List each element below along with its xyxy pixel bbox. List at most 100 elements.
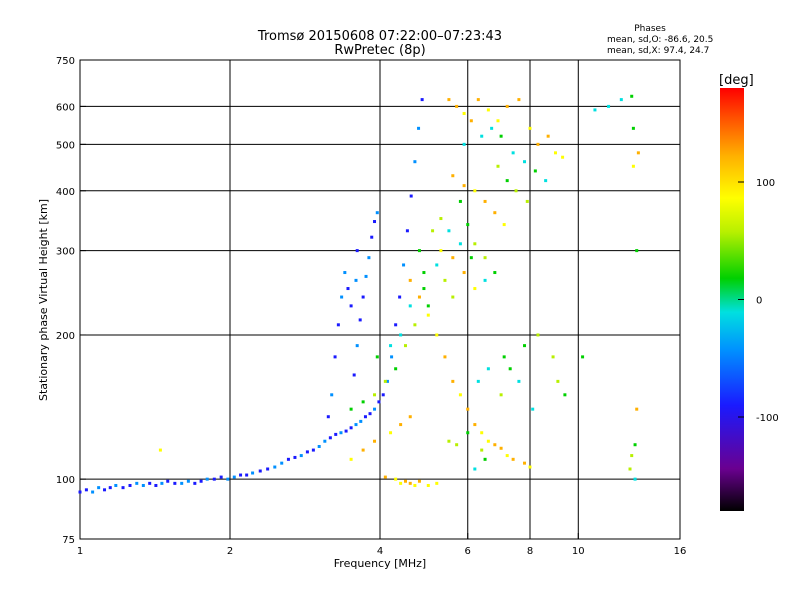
trace-point — [193, 481, 197, 485]
scatter-point — [447, 439, 451, 443]
scatter-point — [493, 443, 497, 447]
trace-point — [280, 461, 284, 465]
scatter-point — [493, 271, 497, 275]
scatter-point — [426, 304, 430, 308]
scatter-point — [361, 400, 365, 404]
trace-point — [339, 431, 343, 435]
scatter-point — [462, 184, 466, 188]
trace-point — [336, 323, 340, 327]
scatter-point — [483, 256, 487, 260]
scatter-point — [435, 333, 439, 337]
trace-point — [226, 477, 230, 481]
colorbar-tick-label: -100 — [756, 413, 779, 424]
scatter-point — [413, 323, 417, 327]
scatter-point — [581, 355, 585, 359]
scatter-point — [633, 443, 637, 447]
colorbar-label: [deg] — [719, 73, 754, 88]
trace-point — [232, 475, 236, 479]
scatter-point — [389, 344, 393, 348]
colorbar-tick-label: 100 — [756, 178, 775, 189]
trace-point — [128, 483, 132, 487]
trace-point — [358, 318, 362, 322]
x-tick-label: 6 — [465, 546, 471, 557]
scatter-point — [451, 174, 455, 178]
trace-point — [373, 220, 377, 224]
scatter-point — [480, 134, 484, 138]
scatter-point — [635, 407, 639, 411]
trace-point — [141, 483, 145, 487]
scatter-point — [466, 431, 470, 435]
trace-point — [103, 488, 107, 492]
trace-point — [377, 400, 381, 404]
trace-point — [361, 295, 365, 299]
x-axis-ticks: 1 2 4 6 8 10 16 — [77, 533, 686, 557]
scatter-point — [523, 160, 527, 164]
scatter-point — [483, 457, 487, 461]
y-tick-label: 400 — [56, 187, 75, 198]
trace-point — [370, 235, 374, 239]
scatter-point — [517, 98, 521, 102]
scatter-point — [451, 256, 455, 260]
trace-point — [108, 486, 112, 490]
trace-point — [364, 274, 368, 278]
scatter-point — [533, 169, 537, 173]
scatter-point — [514, 189, 518, 193]
y-tick-label: 750 — [56, 56, 75, 67]
trace-point — [326, 415, 330, 419]
scatter-point — [563, 393, 567, 397]
scatter-point — [413, 483, 417, 487]
scatter-point — [511, 151, 515, 155]
scatter-point — [451, 379, 455, 383]
trace-point — [154, 483, 158, 487]
y-tick-label: 500 — [56, 140, 75, 151]
trace-point — [394, 323, 398, 327]
y-tick-label: 300 — [56, 247, 75, 258]
trace-point — [354, 278, 358, 282]
colorbar-tick-label: 0 — [756, 296, 762, 307]
trace-point — [390, 355, 394, 359]
scatter-point — [435, 263, 439, 267]
scatter-point — [426, 313, 430, 317]
scatter-point — [394, 367, 398, 371]
scatter-point — [480, 431, 484, 435]
scatter-point — [447, 229, 451, 233]
trace-point — [212, 477, 216, 481]
scatter-point — [505, 104, 509, 108]
trace-point — [199, 479, 203, 483]
scatter-point — [373, 393, 377, 397]
scatter-point — [483, 278, 487, 282]
scatter-point — [466, 407, 470, 411]
scatter-point — [480, 448, 484, 452]
scatter-point — [631, 164, 635, 168]
scatter-point — [502, 223, 506, 227]
scatter-point — [435, 481, 439, 485]
trace-point — [381, 393, 385, 397]
scatter-point — [490, 126, 494, 130]
scatter-point — [451, 295, 455, 299]
scatter-point — [499, 446, 503, 450]
scatter-point — [486, 439, 490, 443]
scatter-point — [505, 454, 509, 458]
scatter-point — [473, 242, 477, 246]
scatter-point — [505, 179, 509, 183]
scatter-point — [458, 242, 462, 246]
trace-point — [148, 481, 152, 485]
trace-point — [333, 355, 337, 359]
trace-point — [340, 295, 344, 299]
trace-point — [323, 439, 327, 443]
trace-point — [402, 263, 406, 267]
scatter-point — [473, 189, 477, 193]
trace-point — [417, 126, 421, 130]
scatter-point — [493, 211, 497, 215]
trace-point — [305, 450, 309, 454]
y-axis-ticks: 75 100 200 300 400 500 600 750 — [56, 56, 86, 546]
trace-point — [166, 479, 170, 483]
trace-point — [413, 160, 417, 164]
scatter-point — [455, 104, 459, 108]
trace-point — [78, 490, 82, 494]
trace-point — [173, 481, 177, 485]
scatter-point — [349, 407, 353, 411]
trace-point — [266, 467, 270, 471]
trace-point — [219, 475, 223, 479]
stats-line-o: mean, sd,O: -86.6, 20.5 — [607, 35, 713, 45]
